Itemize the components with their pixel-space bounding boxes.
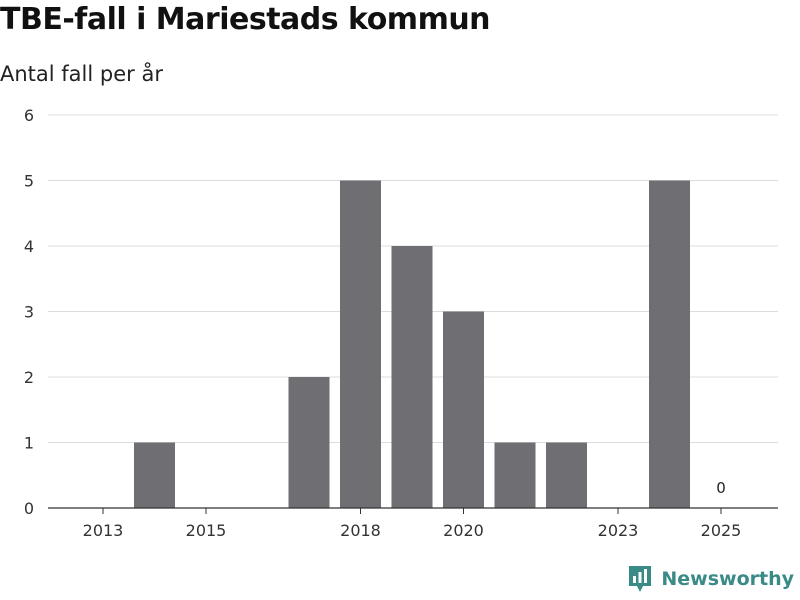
bar-2019: [391, 246, 433, 508]
y-tick-label: 1: [24, 434, 34, 453]
y-tick-label: 5: [24, 172, 34, 191]
y-tick-label: 0: [24, 499, 34, 518]
chart-title: TBE-fall i Mariestads kommun: [0, 2, 491, 37]
bar-2021: [494, 442, 536, 508]
x-tick-label: 2013: [83, 521, 124, 540]
bar-2018: [340, 180, 381, 508]
brand-logo: Newsworthy: [627, 564, 794, 594]
newsworthy-logo-icon: [629, 566, 652, 592]
tick-labels: 0 1 2 3 4 5 6 0 2013 2015 2018 2020 2023 2025: [24, 106, 742, 540]
bar-2014: [134, 442, 175, 508]
bar-2020: [443, 311, 484, 508]
bar-2024: [649, 180, 690, 508]
y-tick-label: 3: [24, 303, 34, 322]
x-tick-label: 2020: [443, 521, 484, 540]
bar-value-label: 0: [716, 479, 726, 497]
bar-2022: [546, 442, 587, 508]
chart-subtitle: Antal fall per år: [0, 62, 163, 86]
bars: [134, 180, 690, 508]
bar-2017: [288, 377, 330, 508]
y-tick-label: 4: [24, 237, 34, 256]
x-tick-label: 2023: [598, 521, 639, 540]
x-tick-label: 2015: [186, 521, 227, 540]
x-axis: [48, 507, 778, 514]
x-tick-label: 2018: [340, 521, 381, 540]
y-tick-label: 2: [24, 368, 34, 387]
x-tick-label: 2025: [701, 521, 742, 540]
bar-chart: 0 1 2 3 4 5 6 0 2013 2015 2018 2020 2023 2025: [24, 106, 778, 540]
brand-name: Newsworthy: [661, 568, 794, 590]
y-tick-label: 6: [24, 106, 34, 125]
